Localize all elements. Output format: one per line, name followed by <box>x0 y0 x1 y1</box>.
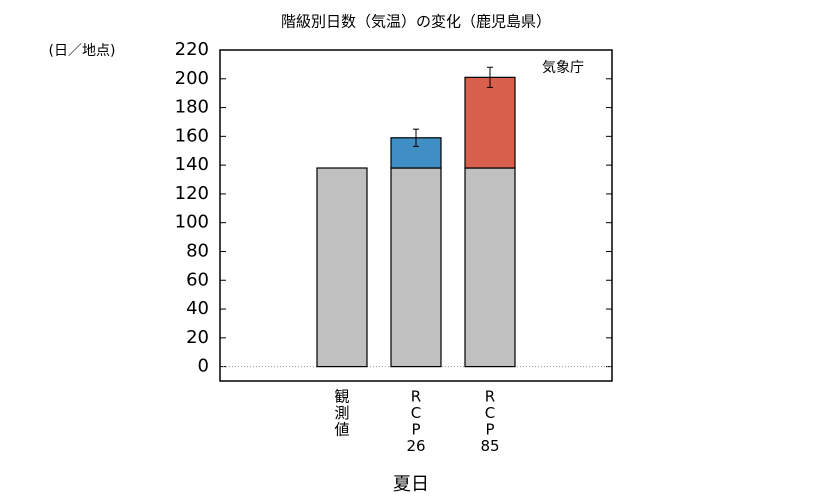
x-tick-label: 値 <box>334 421 349 439</box>
x-tick-label: P <box>485 421 494 439</box>
y-tick-label: 80 <box>186 240 209 261</box>
y-tick-label: 180 <box>175 97 209 118</box>
y-tick-label: 0 <box>198 356 209 377</box>
x-axis-label: 夏日 <box>393 474 429 495</box>
x-tick-label: 85 <box>480 437 499 455</box>
bar-segment <box>316 167 368 368</box>
y-tick-label: 100 <box>175 212 209 233</box>
x-tick-label: 測 <box>334 404 349 422</box>
x-tick-label: P <box>411 421 420 439</box>
y-tick-label: 220 <box>175 39 209 60</box>
x-tick-label: C <box>411 404 421 422</box>
y-tick-label: 40 <box>186 298 209 319</box>
source-annotation: 気象庁 <box>542 60 584 76</box>
y-tick-label: 140 <box>175 154 209 175</box>
y-tick-label: 20 <box>186 327 209 348</box>
y-tick-label: 200 <box>175 68 209 89</box>
bar-segment <box>464 167 516 368</box>
x-tick-label: 26 <box>406 437 425 455</box>
y-tick-label: 120 <box>175 183 209 204</box>
x-tick-label: R <box>411 388 421 406</box>
y-tick-label: 160 <box>175 125 209 146</box>
plot-frame <box>219 49 613 382</box>
y-tick-label: 60 <box>186 269 209 290</box>
bar-segment <box>390 167 442 368</box>
y-axis-label: (日／地点) <box>49 43 116 59</box>
x-tick-label: 観 <box>334 388 349 406</box>
x-tick-label: C <box>485 404 495 422</box>
x-tick-label: R <box>485 388 495 406</box>
bar-segment <box>464 76 516 169</box>
chart-title: 階級別日数（気温）の変化（鹿児島県） <box>281 13 551 31</box>
